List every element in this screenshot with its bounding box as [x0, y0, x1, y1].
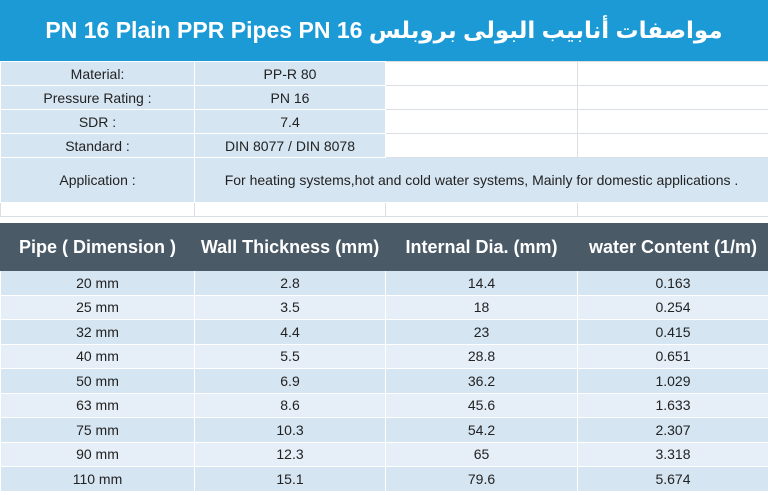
- cell-internal-dia: 65: [385, 441, 578, 467]
- empty-cell: [385, 85, 578, 110]
- cell-dimension: 32 mm: [0, 319, 195, 345]
- table-row: 32 mm 4.4 23 0.415: [0, 319, 768, 345]
- table-row: 90 mm 12.3 65 3.318: [0, 441, 768, 467]
- spec-value: 7.4: [194, 109, 386, 134]
- cell-internal-dia: 36.2: [385, 368, 578, 394]
- empty-cell: [194, 202, 386, 217]
- table-row: 50 mm 6.9 36.2 1.029: [0, 368, 768, 394]
- empty-cell: [577, 109, 768, 134]
- spec-label: Standard :: [0, 133, 195, 158]
- application-value: For heating systems,hot and cold water s…: [194, 157, 768, 203]
- empty-cell: [577, 61, 768, 86]
- empty-cell: [385, 202, 578, 217]
- table-row: 25 mm 3.5 18 0.254: [0, 294, 768, 320]
- empty-cell: [0, 202, 195, 217]
- spec-table: Material: PP-R 80 Pressure Rating : PN 1…: [0, 61, 768, 217]
- spec-label: Pressure Rating :: [0, 85, 195, 110]
- spec-value: PN 16: [194, 85, 386, 110]
- spec-value: PP-R 80: [194, 61, 386, 86]
- column-header-internal-dia: Internal Dia. (mm): [385, 223, 578, 271]
- cell-water-content: 0.254: [577, 294, 768, 320]
- cell-wall-thickness: 3.5: [194, 294, 386, 320]
- cell-water-content: 1.633: [577, 392, 768, 418]
- spec-row-sdr: SDR : 7.4: [0, 109, 768, 134]
- spec-value: DIN 8077 / DIN 8078: [194, 133, 386, 158]
- cell-internal-dia: 28.8: [385, 343, 578, 369]
- cell-wall-thickness: 6.9: [194, 368, 386, 394]
- cell-water-content: 1.029: [577, 368, 768, 394]
- cell-water-content: 0.415: [577, 319, 768, 345]
- spec-label: SDR :: [0, 109, 195, 134]
- spec-row-material: Material: PP-R 80: [0, 61, 768, 86]
- cell-wall-thickness: 5.5: [194, 343, 386, 369]
- spec-row-pressure: Pressure Rating : PN 16: [0, 85, 768, 110]
- empty-cell: [385, 133, 578, 158]
- empty-cell: [577, 85, 768, 110]
- empty-cell: [577, 202, 768, 217]
- table-header-row: Pipe ( Dimension ) Wall Thickness (mm) I…: [0, 223, 768, 271]
- cell-wall-thickness: 8.6: [194, 392, 386, 418]
- cell-water-content: 0.651: [577, 343, 768, 369]
- cell-wall-thickness: 4.4: [194, 319, 386, 345]
- cell-internal-dia: 23: [385, 319, 578, 345]
- cell-dimension: 90 mm: [0, 441, 195, 467]
- cell-internal-dia: 18: [385, 294, 578, 320]
- column-header-water-content: water Content (1/m): [577, 223, 768, 271]
- cell-dimension: 63 mm: [0, 392, 195, 418]
- cell-dimension: 50 mm: [0, 368, 195, 394]
- cell-water-content: 0.163: [577, 270, 768, 296]
- empty-cell: [577, 133, 768, 158]
- empty-cell: [385, 109, 578, 134]
- spec-label: Material:: [0, 61, 195, 86]
- spacer-row: [0, 202, 768, 217]
- table-row: 40 mm 5.5 28.8 0.651: [0, 343, 768, 369]
- column-header-dimension: Pipe ( Dimension ): [0, 223, 195, 271]
- cell-wall-thickness: 12.3: [194, 441, 386, 467]
- spec-label: Application :: [0, 157, 195, 203]
- cell-water-content: 5.674: [577, 466, 768, 492]
- table-row: 75 mm 10.3 54.2 2.307: [0, 417, 768, 443]
- table-row: 110 mm 15.1 79.6 5.674: [0, 466, 768, 492]
- cell-dimension: 110 mm: [0, 466, 195, 492]
- spec-row-standard: Standard : DIN 8077 / DIN 8078: [0, 133, 768, 158]
- spec-row-application: Application : For heating systems,hot an…: [0, 157, 768, 203]
- cell-wall-thickness: 15.1: [194, 466, 386, 492]
- cell-dimension: 25 mm: [0, 294, 195, 320]
- table-row: 63 mm 8.6 45.6 1.633: [0, 392, 768, 418]
- empty-cell: [385, 61, 578, 86]
- cell-water-content: 3.318: [577, 441, 768, 467]
- table-row: 20 mm 2.8 14.4 0.163: [0, 270, 768, 296]
- cell-dimension: 75 mm: [0, 417, 195, 443]
- cell-wall-thickness: 10.3: [194, 417, 386, 443]
- cell-wall-thickness: 2.8: [194, 270, 386, 296]
- column-header-wall-thickness: Wall Thickness (mm): [194, 223, 386, 271]
- cell-dimension: 40 mm: [0, 343, 195, 369]
- cell-internal-dia: 79.6: [385, 466, 578, 492]
- dimension-table: Pipe ( Dimension ) Wall Thickness (mm) I…: [0, 223, 768, 492]
- cell-internal-dia: 45.6: [385, 392, 578, 418]
- cell-dimension: 20 mm: [0, 270, 195, 296]
- page-title: PN 16 Plain PPR Pipes PN 16 مواصفات أناب…: [0, 0, 768, 61]
- cell-internal-dia: 54.2: [385, 417, 578, 443]
- cell-internal-dia: 14.4: [385, 270, 578, 296]
- cell-water-content: 2.307: [577, 417, 768, 443]
